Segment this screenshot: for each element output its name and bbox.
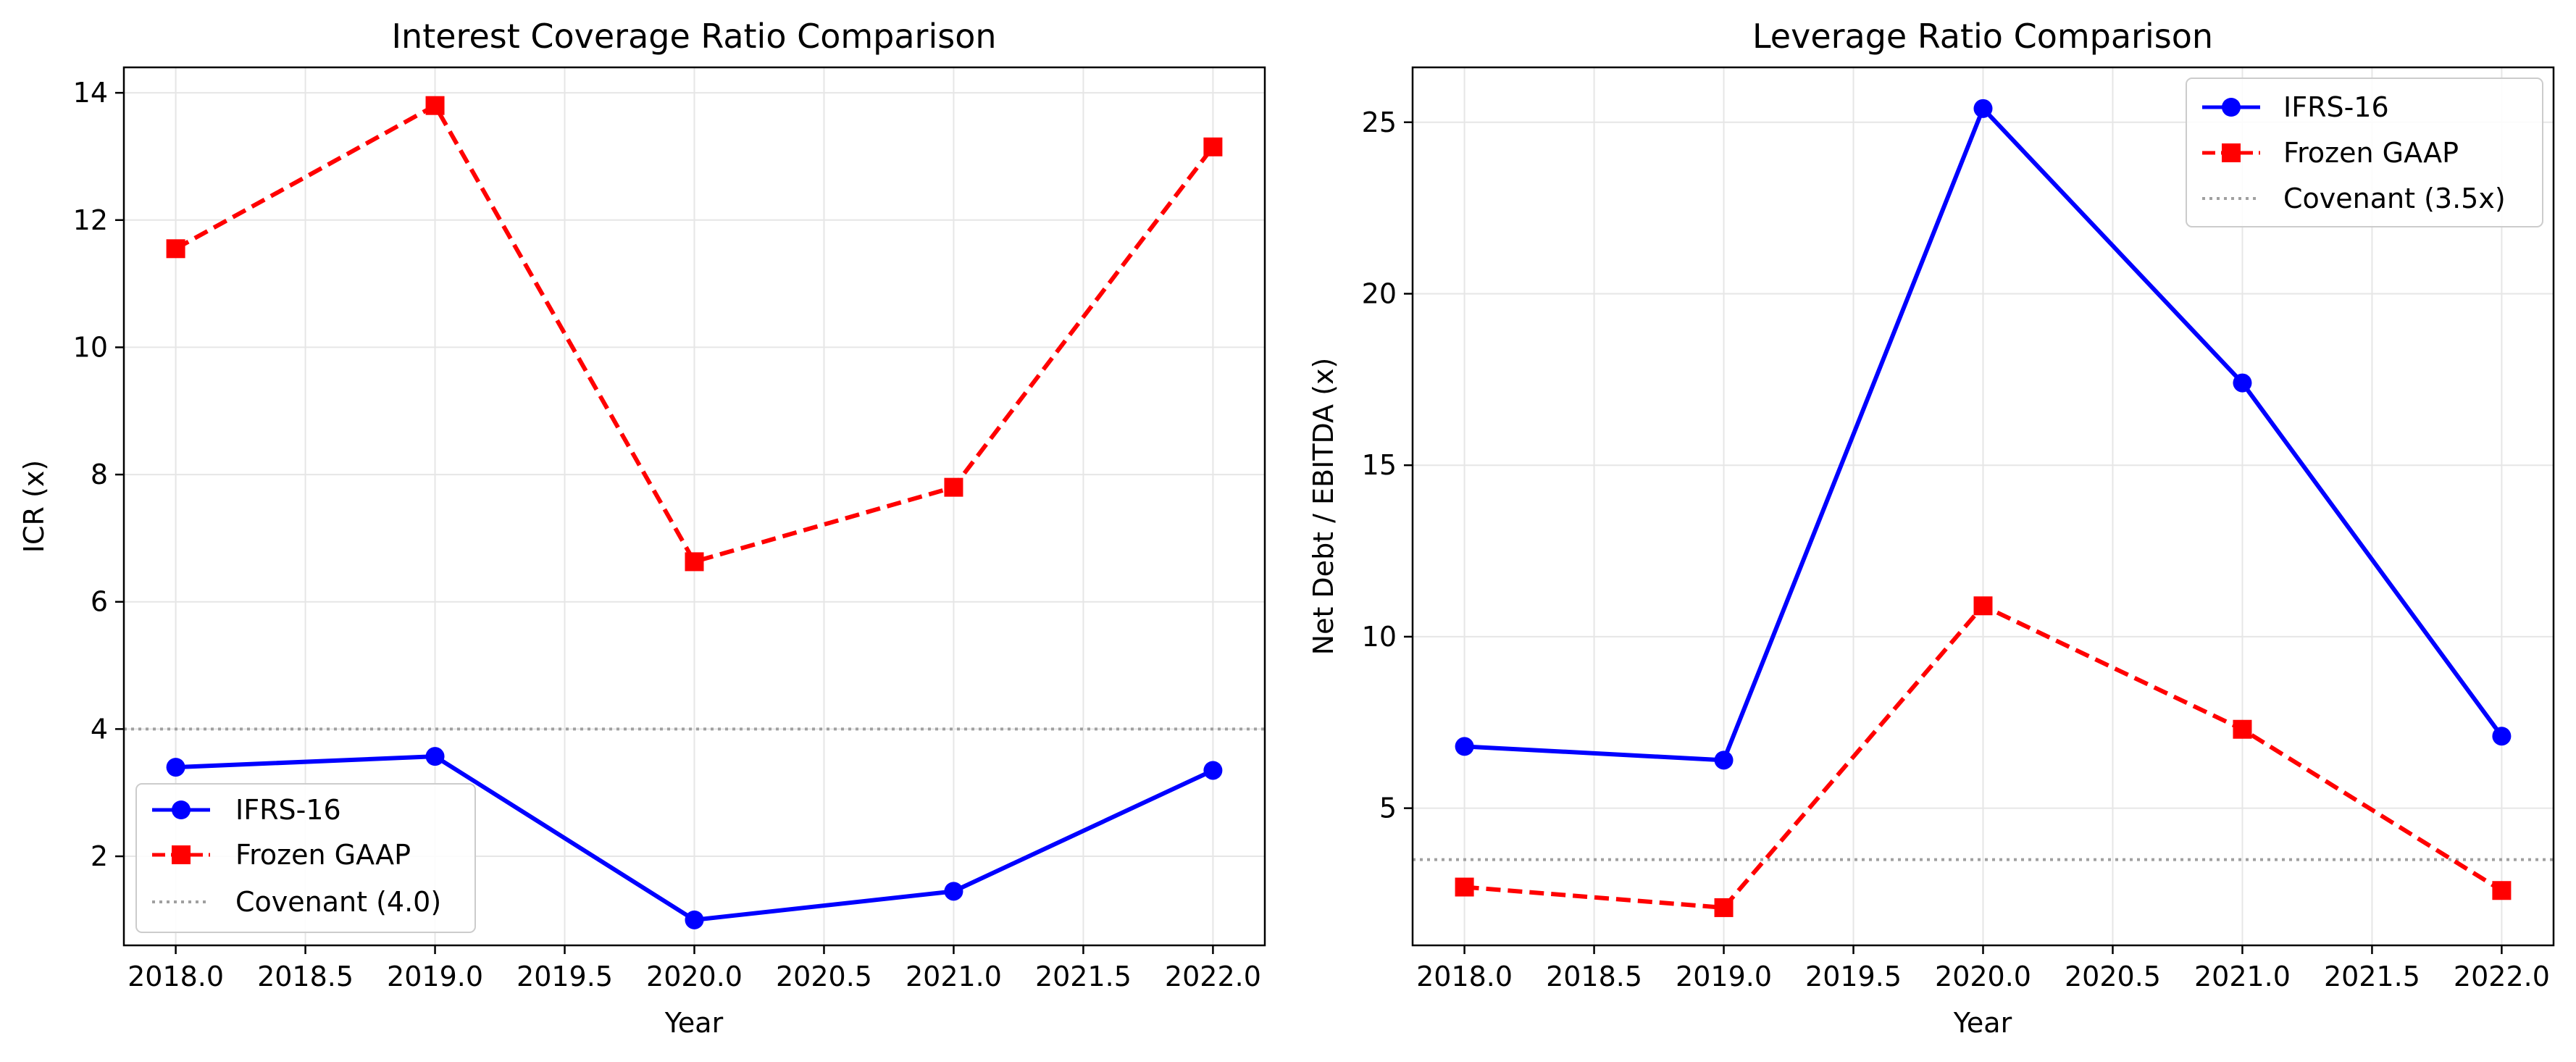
icr-ifrs-16-point [944,882,963,901]
icr-frozen-gaap-line [175,103,1215,564]
leverage-x-tick-label: 2018.5 [1546,961,1642,992]
icr-series [166,96,1223,929]
icr-frozen-gaap-point [425,96,445,115]
leverage-x-tick-label: 2021.5 [2324,961,2420,992]
icr-y-tick-label: 4 [91,713,108,745]
icr-x-tick-label: 2022.0 [1165,961,1261,992]
leverage-ifrs-16-point [1973,99,1993,118]
icr-legend-ifrs16-marker [172,800,191,819]
icr-y-tick-label: 12 [73,204,108,236]
icr-x-tick-label: 2019.0 [387,961,483,992]
icr-ifrs-16-point [1203,761,1223,780]
leverage-chart: Leverage Ratio Comparison 2018.0 2018.5 20… [1308,17,2555,1039]
icr-x-tick-label: 2020.0 [646,961,743,992]
leverage-legend-ifrs16-label: IFRS-16 [2283,91,2389,123]
leverage-x-tick-label: 2019.0 [1676,961,1772,992]
icr-x-tick-label: 2021.0 [906,961,1002,992]
leverage-legend-frozen-gaap-label: Frozen GAAP [2283,137,2459,169]
icr-x-ticks: 2018.0 2018.5 2019.0 2019.5 2020.0 2020.5 2021… [127,945,1261,992]
icr-y-tick-label: 14 [73,77,108,109]
icr-y-tick-label: 2 [91,840,108,872]
icr-x-tick-label: 2021.5 [1035,961,1132,992]
icr-y-ticks: 2 4 6 8 10 12 14 [73,77,124,872]
icr-frozen-gaap-point [1203,137,1223,156]
leverage-y-axis-label: Net Debt / EBITDA (x) [1308,358,1339,656]
leverage-ifrs-16-point [2233,373,2252,393]
icr-x-tick-label: 2020.5 [776,961,872,992]
icr-x-tick-label: 2018.0 [127,961,224,992]
icr-x-axis-label: Year [664,1007,724,1039]
leverage-ifrs-16-point [2492,727,2512,746]
icr-ifrs-16-point [425,747,445,766]
icr-chart: Interest Coverage Ratio Comparison 2018.… [18,17,1266,1039]
icr-frozen-gaap-point [166,239,185,259]
icr-x-tick-label: 2019.5 [517,961,613,992]
leverage-x-tick-label: 2021.0 [2194,961,2291,992]
icr-y-axis-label: ICR (x) [18,460,50,553]
leverage-ifrs-16-point [1455,737,1474,756]
leverage-x-tick-label: 2022.0 [2454,961,2550,992]
leverage-y-tick-label: 5 [1379,793,1397,824]
icr-legend-frozen-gaap-marker [172,845,191,864]
icr-ifrs-16-point [166,758,185,777]
leverage-legend-ifrs16-marker [2222,98,2241,117]
leverage-frozen-gaap-point [1973,596,1993,616]
icr-ifrs-16-point [685,910,704,929]
leverage-legend-box [2186,78,2543,227]
icr-y-tick-label: 8 [91,459,108,490]
leverage-y-tick-label: 10 [1362,621,1397,653]
leverage-frozen-gaap-point [2233,719,2252,739]
icr-frozen-gaap-point [944,477,963,497]
leverage-y-tick-label: 25 [1362,106,1397,138]
icr-chart-title: Interest Coverage Ratio Comparison [391,17,996,56]
icr-legend: IFRS-16 Frozen GAAP Covenant (4.0) [135,783,476,933]
icr-grid [124,67,1265,945]
leverage-series [1455,99,2512,917]
leverage-x-ticks: 2018.0 2018.5 2019.0 2019.5 2020.0 2020.5 2021… [1416,945,2550,992]
leverage-y-tick-label: 15 [1362,449,1397,481]
leverage-ifrs-16-point [1714,750,1734,770]
leverage-x-tick-label: 2020.0 [1935,961,2031,992]
leverage-legend-covenant-label: Covenant (3.5x) [2283,183,2506,214]
leverage-x-tick-label: 2018.0 [1416,961,1513,992]
icr-y-tick-label: 10 [73,331,108,363]
icr-frozen-gaap-point [685,552,704,572]
icr-y-tick-label: 6 [91,586,108,618]
leverage-legend-frozen-gaap-marker [2222,143,2241,162]
leverage-chart-title: Leverage Ratio Comparison [1752,17,2213,56]
leverage-y-ticks: 5 10 15 20 25 [1362,106,1413,824]
leverage-y-tick-label: 20 [1362,277,1397,309]
leverage-frozen-gaap-point [2492,881,2512,900]
leverage-frozen-gaap-point [1455,877,1474,897]
icr-x-tick-label: 2018.5 [257,961,354,992]
leverage-x-axis-label: Year [1953,1007,2012,1039]
leverage-frozen-gaap-point [1714,898,1734,917]
leverage-x-tick-label: 2019.5 [1805,961,1902,992]
icr-legend-ifrs16-label: IFRS-16 [235,794,341,826]
leverage-x-tick-label: 2020.5 [2065,961,2161,992]
icr-legend-covenant-label: Covenant (4.0) [235,886,441,918]
leverage-legend: IFRS-16 Frozen GAAP Covenant (3.5x) [2186,78,2543,227]
icr-legend-box [135,783,476,933]
icr-legend-frozen-gaap-label: Frozen GAAP [235,839,411,871]
